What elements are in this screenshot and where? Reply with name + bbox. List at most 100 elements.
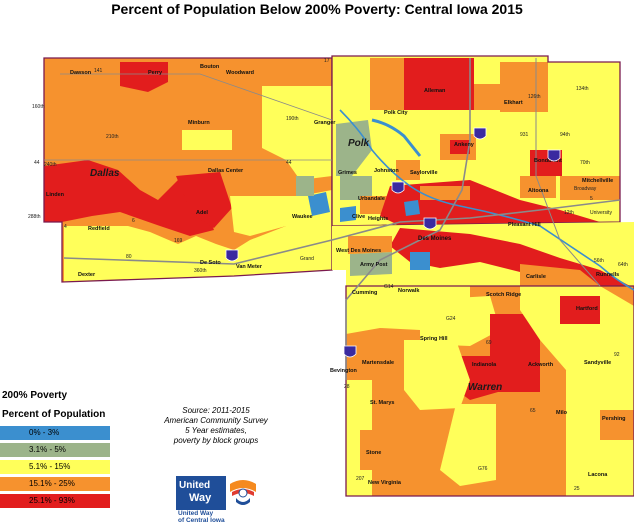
road-4: 4	[64, 224, 67, 230]
place-de-soto: De Soto	[200, 260, 221, 266]
interstate-shield-icon	[225, 249, 239, 262]
south-metro-region	[332, 222, 634, 286]
metro-army-post-orange	[348, 236, 392, 254]
place-alleman: Alleman	[424, 88, 446, 94]
road-25: 25	[574, 486, 580, 492]
road-64th: 64th	[618, 262, 628, 268]
place-pleasant-hill: Pleasant Hill	[508, 222, 541, 228]
legend-subtitle: Percent of Population	[2, 409, 106, 420]
legend-label: 15.1% - 25%	[29, 479, 75, 488]
road-44-east: 44	[286, 160, 292, 166]
place-pershing: Pershing	[602, 416, 626, 422]
dallas-red-north	[120, 62, 168, 92]
logo-caption-line: of Central Iowa	[178, 517, 225, 524]
place-bondurant: Bondurant	[534, 158, 562, 164]
place-broadway: Broadway	[574, 186, 597, 192]
dallas-green-granger	[296, 176, 314, 196]
road-207: 207	[356, 476, 365, 482]
warren-border	[345, 285, 634, 497]
road-126th: 126th	[528, 94, 541, 100]
road-70th: 70th	[580, 160, 590, 166]
place-university: University	[590, 210, 612, 216]
road-94th: 94th	[560, 132, 570, 138]
place-perry: Perry	[148, 70, 163, 76]
place-stone: Stone	[366, 450, 381, 456]
legend-swatch	[0, 477, 110, 491]
place-windsor-heights: Heights	[368, 216, 388, 222]
place-scotch-ridge: Scotch Ridge	[486, 292, 521, 298]
place-runnells: Runnells	[596, 272, 619, 278]
legend-item: 5.1% - 15%	[0, 460, 110, 474]
dallas-yellow-granger	[262, 86, 332, 180]
place-woodward: Woodward	[226, 70, 254, 76]
polk-blue-metro	[404, 200, 420, 216]
road-g24: G24	[446, 316, 456, 322]
interstate-shield-icon	[547, 149, 561, 162]
road-69: 69	[486, 340, 492, 346]
logo-word-way: Way	[189, 492, 212, 504]
place-redfield: Redfield	[88, 226, 110, 232]
place-army-post: Army Post	[360, 262, 388, 268]
dallas-yellow-south	[64, 226, 332, 282]
road-92: 92	[614, 352, 620, 358]
dallas-red-west	[44, 160, 214, 236]
source-line: poverty by block groups	[173, 436, 259, 445]
road-169: 169	[174, 238, 183, 244]
dallas-county-region	[43, 57, 333, 283]
place-carlisle: Carlisle	[526, 274, 546, 280]
source-line: Source: 2011-2015	[182, 406, 250, 415]
united-way-hand-icon	[230, 480, 256, 505]
place-bevington: Bevington	[330, 368, 358, 374]
warren-yellow-cumming	[420, 296, 500, 346]
road-17: 17	[324, 58, 330, 64]
polk-green-grimes	[340, 176, 372, 200]
warren-red-hartford	[560, 296, 600, 324]
place-sandyville: Sandyville	[584, 360, 611, 366]
county-label-warren: Warren	[468, 382, 502, 393]
source-note: Source: 2011-2015 American Community Sur…	[148, 406, 284, 446]
road-g76: G76	[478, 466, 488, 472]
interstate-shield-icon	[391, 181, 405, 194]
logo-caption: United Way of Central Iowa	[178, 510, 268, 524]
place-spring-hill: Spring Hill	[420, 336, 448, 342]
road-g14: G14	[384, 284, 394, 290]
road-931: 931	[520, 132, 529, 138]
warren-red-norwalk	[490, 314, 540, 392]
dallas-blue-waukee	[308, 192, 330, 216]
road-5: 5	[590, 196, 593, 202]
warren-county-region	[345, 285, 634, 497]
polk-green-lake	[336, 120, 372, 176]
source-line: 5 Year estimates,	[185, 426, 247, 435]
road-28: 28	[344, 384, 350, 390]
place-urbandale: Urbandale	[358, 196, 385, 202]
polk-county-region	[331, 55, 621, 240]
road-12th: 12th	[564, 210, 574, 216]
legend-title: 200% Poverty	[2, 390, 68, 401]
place-bouton: Bouton	[200, 64, 220, 70]
polk-red-alleman	[404, 58, 474, 110]
polk-orange-se	[560, 176, 620, 200]
place-polk-city: Polk City	[384, 110, 408, 116]
warren-orange-stone	[360, 430, 384, 470]
legend-label: 5.1% - 15%	[29, 462, 71, 471]
place-mitchellville: Mitchellville	[582, 178, 613, 184]
place-lacona: Lacona	[588, 472, 608, 478]
polk-red-ankeny	[450, 140, 470, 154]
polk-orange-johnston	[396, 160, 420, 180]
road-6: 6	[132, 218, 135, 224]
metro-orange-carlisle	[520, 264, 600, 286]
county-label-polk: Polk	[348, 138, 370, 149]
place-dallas-center: Dallas Center	[208, 168, 244, 174]
road-288th: 288th	[28, 214, 41, 220]
place-ackworth: Ackworth	[528, 362, 554, 368]
place-van-meter: Van Meter	[236, 264, 263, 270]
interstate-shield-icon	[423, 217, 437, 230]
road-240th: 240th	[44, 162, 57, 168]
place-ankeny: Ankeny	[454, 142, 475, 148]
place-adel: Adel	[196, 210, 208, 216]
place-martensdale: Martensdale	[362, 360, 394, 366]
place-grimes: Grimes	[338, 170, 357, 176]
logo-caption-line: United Way	[178, 510, 214, 517]
interstate-shield-icon	[343, 345, 357, 358]
